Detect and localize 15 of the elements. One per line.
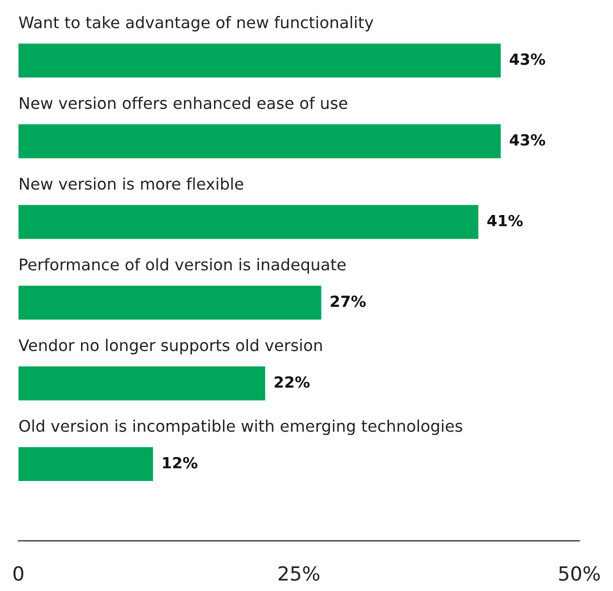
data-label: 43%: [510, 134, 546, 146]
x-tick-label: 0: [13, 566, 24, 581]
y-tick-label: Old version is incompatible with emerging technologies: [19, 420, 462, 436]
data-label: 27%: [330, 296, 366, 308]
y-tick-label: Performance of old version is inadequate: [20, 258, 346, 274]
y-tick-label: Vendor no longer supports old version: [18, 338, 322, 354]
y-tick-label: New version offers enhanced ease of use: [20, 96, 348, 110]
x-tick-label: 25%: [278, 566, 320, 581]
data-label: 43%: [510, 53, 546, 65]
y-tick-label: Want to take advantage of new functionality: [18, 16, 374, 32]
data-label: 41%: [487, 214, 523, 226]
y-tick-label: New version is more flexible: [20, 177, 244, 190]
data-label: 22%: [274, 376, 310, 388]
x-tick-label: 50%: [559, 566, 600, 581]
data-label: 12%: [163, 456, 198, 469]
